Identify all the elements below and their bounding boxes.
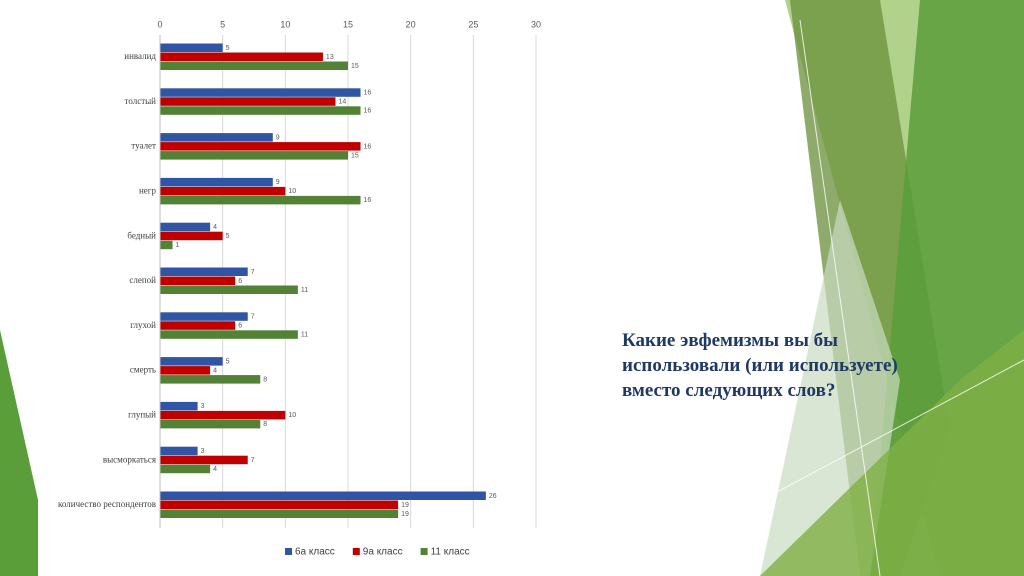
bar: [160, 52, 323, 61]
bar: [160, 267, 248, 276]
data-label: 5: [226, 233, 230, 240]
y-tick-label: слепой: [129, 275, 156, 285]
data-label: 13: [326, 54, 334, 61]
bar: [160, 61, 348, 70]
y-tick-label: туалет: [131, 141, 156, 151]
bar: [160, 195, 361, 205]
data-label: 4: [213, 367, 217, 374]
bar: [160, 509, 399, 518]
bar: [160, 419, 261, 429]
bar: [160, 240, 173, 250]
y-tick-label: количество респондентов: [58, 499, 156, 509]
bar: [160, 151, 348, 160]
y-tick-label: смерть: [130, 365, 156, 375]
data-label: 7: [251, 457, 255, 464]
data-label: 16: [364, 90, 372, 97]
x-tick-label: 5: [220, 19, 225, 29]
bar: [160, 43, 223, 52]
bar: [160, 231, 223, 241]
data-label: 7: [251, 314, 255, 321]
data-label: 15: [351, 152, 359, 159]
bar: [160, 97, 336, 106]
y-tick-label: глупый: [128, 409, 156, 419]
y-tick-label: инвалид: [124, 51, 156, 61]
legend-label: 9а класс: [363, 547, 403, 558]
x-tick-label: 10: [280, 19, 290, 29]
data-label: 14: [338, 99, 346, 106]
bar: [160, 186, 286, 196]
data-label: 6: [238, 278, 242, 285]
legend-swatch: [420, 548, 428, 555]
bar: [160, 357, 223, 366]
bar: [160, 455, 248, 465]
slide-title: Какие эвфемизмы вы бы использовали (или …: [622, 330, 898, 401]
bar: [160, 446, 198, 456]
data-label: 26: [489, 493, 497, 500]
bar: [160, 177, 273, 187]
data-label: 15: [351, 63, 359, 70]
bar: [160, 375, 261, 384]
data-label: 6: [238, 323, 242, 330]
x-tick-label: 20: [406, 19, 416, 29]
bar: [160, 500, 399, 509]
x-tick-label: 15: [343, 19, 353, 29]
y-tick-label: глухой: [130, 320, 156, 330]
data-label: 16: [364, 143, 372, 150]
legend-swatch: [352, 548, 360, 555]
bar: [160, 88, 361, 97]
data-label: 9: [276, 134, 280, 141]
bar: [160, 106, 361, 115]
data-label: 1: [176, 242, 180, 249]
data-label: 4: [213, 224, 217, 231]
bar: [160, 321, 236, 330]
bar: [160, 366, 211, 375]
data-label: 19: [401, 502, 409, 509]
data-label: 5: [226, 358, 230, 365]
bar: [160, 222, 211, 232]
bar: [160, 330, 298, 339]
data-label: 16: [364, 108, 372, 115]
bar: [160, 276, 236, 285]
data-label: 3: [201, 403, 205, 410]
data-label: 10: [288, 188, 296, 195]
bar: [160, 401, 198, 411]
data-label: 3: [201, 448, 205, 455]
bar: [160, 312, 248, 321]
data-label: 11: [301, 332, 308, 339]
x-tick-label: 25: [468, 19, 478, 29]
data-label: 9: [276, 179, 280, 186]
legend-label: 6а класс: [295, 547, 335, 558]
bar: [160, 464, 211, 474]
data-label: 8: [263, 421, 267, 428]
y-tick-label: бедный: [127, 230, 156, 240]
y-tick-label: толстый: [125, 96, 157, 106]
bar: [160, 410, 286, 420]
bar: [160, 142, 361, 151]
data-label: 19: [401, 511, 409, 518]
x-tick-label: 30: [531, 19, 541, 29]
bar: [160, 133, 273, 142]
x-tick-label: 0: [157, 19, 162, 29]
legend-swatch: [285, 548, 292, 555]
legend-label: 11 класс: [431, 547, 470, 558]
data-label: 4: [213, 466, 217, 473]
data-label: 8: [263, 376, 267, 383]
bar: [160, 491, 486, 500]
bar: [160, 285, 298, 294]
y-tick-label: высморкаться: [103, 454, 156, 464]
data-label: 16: [364, 197, 372, 204]
data-label: 11: [301, 287, 308, 294]
data-label: 5: [226, 45, 230, 52]
data-label: 10: [288, 412, 296, 419]
data-label: 7: [251, 269, 255, 276]
y-tick-label: негр: [139, 185, 157, 195]
